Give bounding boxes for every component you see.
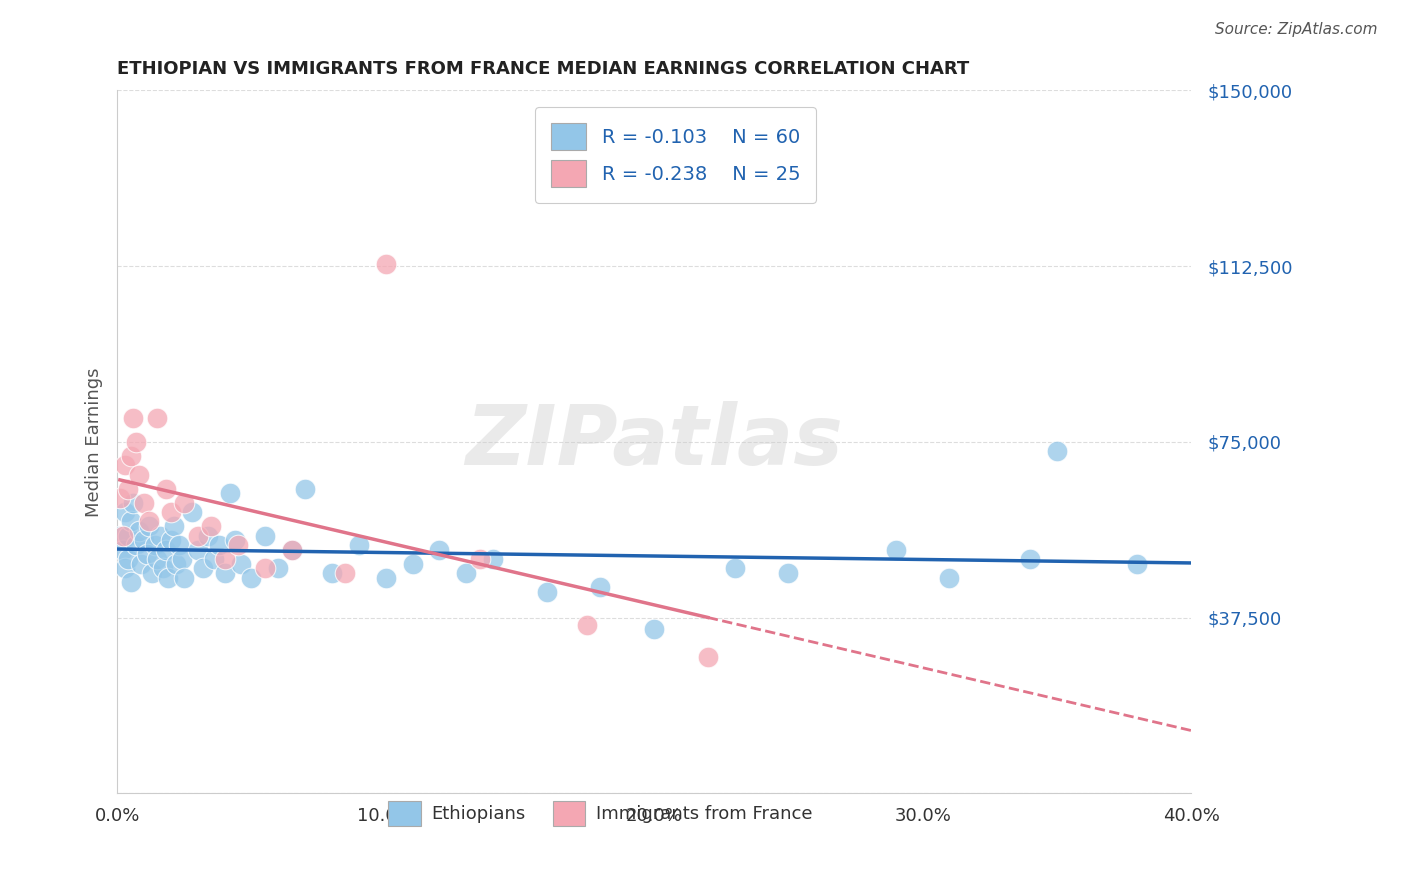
Point — [253, 561, 276, 575]
Point — [141, 566, 163, 580]
Point — [135, 547, 157, 561]
Point — [111, 528, 134, 542]
Point — [125, 538, 148, 552]
Point — [696, 650, 718, 665]
Point — [152, 561, 174, 575]
Point — [482, 552, 505, 566]
Point — [778, 566, 800, 580]
Point — [208, 538, 231, 552]
Point — [1046, 444, 1069, 458]
Point — [374, 257, 396, 271]
Point — [131, 557, 153, 571]
Point — [181, 505, 204, 519]
Point — [321, 566, 343, 580]
Point — [536, 584, 558, 599]
Point — [267, 561, 290, 575]
Point — [114, 505, 136, 519]
Point — [128, 524, 150, 538]
Point — [122, 411, 145, 425]
Point — [643, 622, 665, 636]
Point — [294, 482, 316, 496]
Point — [214, 552, 236, 566]
Point — [884, 542, 907, 557]
Point — [160, 505, 183, 519]
Point — [335, 566, 357, 580]
Point — [1126, 557, 1149, 571]
Y-axis label: Median Earnings: Median Earnings — [86, 367, 103, 516]
Point — [187, 542, 209, 557]
Point — [219, 486, 242, 500]
Point — [724, 561, 747, 575]
Point — [427, 542, 450, 557]
Point — [114, 458, 136, 473]
Point — [468, 552, 491, 566]
Point — [938, 571, 960, 585]
Point — [173, 571, 195, 585]
Point — [132, 533, 155, 548]
Point — [114, 561, 136, 575]
Text: Source: ZipAtlas.com: Source: ZipAtlas.com — [1215, 22, 1378, 37]
Point — [120, 515, 142, 529]
Point — [149, 528, 172, 542]
Text: ZIPatlas: ZIPatlas — [465, 401, 844, 483]
Point — [280, 542, 302, 557]
Point — [347, 538, 370, 552]
Point — [143, 538, 166, 552]
Point — [120, 575, 142, 590]
Point — [576, 617, 599, 632]
Point — [117, 552, 139, 566]
Point — [162, 519, 184, 533]
Point — [197, 528, 219, 542]
Point — [280, 542, 302, 557]
Point — [200, 519, 222, 533]
Point — [167, 538, 190, 552]
Point — [229, 557, 252, 571]
Point — [108, 491, 131, 505]
Point — [226, 538, 249, 552]
Point — [253, 528, 276, 542]
Point — [173, 496, 195, 510]
Point — [155, 542, 177, 557]
Point — [214, 566, 236, 580]
Point — [374, 571, 396, 585]
Point — [146, 552, 169, 566]
Point — [125, 434, 148, 449]
Point — [1019, 552, 1042, 566]
Point — [120, 449, 142, 463]
Point — [456, 566, 478, 580]
Point — [202, 552, 225, 566]
Point — [187, 528, 209, 542]
Point — [132, 496, 155, 510]
Point — [111, 542, 134, 557]
Point — [122, 496, 145, 510]
Point — [160, 533, 183, 548]
Point — [170, 552, 193, 566]
Point — [117, 482, 139, 496]
Point — [401, 557, 423, 571]
Point — [589, 580, 612, 594]
Point — [157, 571, 180, 585]
Point — [240, 571, 263, 585]
Point — [128, 467, 150, 482]
Point — [224, 533, 246, 548]
Point — [165, 557, 187, 571]
Point — [138, 515, 160, 529]
Text: ETHIOPIAN VS IMMIGRANTS FROM FRANCE MEDIAN EARNINGS CORRELATION CHART: ETHIOPIAN VS IMMIGRANTS FROM FRANCE MEDI… — [117, 60, 970, 78]
Point — [191, 561, 214, 575]
Point — [155, 482, 177, 496]
Point — [117, 528, 139, 542]
Point — [146, 411, 169, 425]
Legend: Ethiopians, Immigrants from France: Ethiopians, Immigrants from France — [381, 794, 820, 833]
Point — [108, 528, 131, 542]
Point — [138, 519, 160, 533]
